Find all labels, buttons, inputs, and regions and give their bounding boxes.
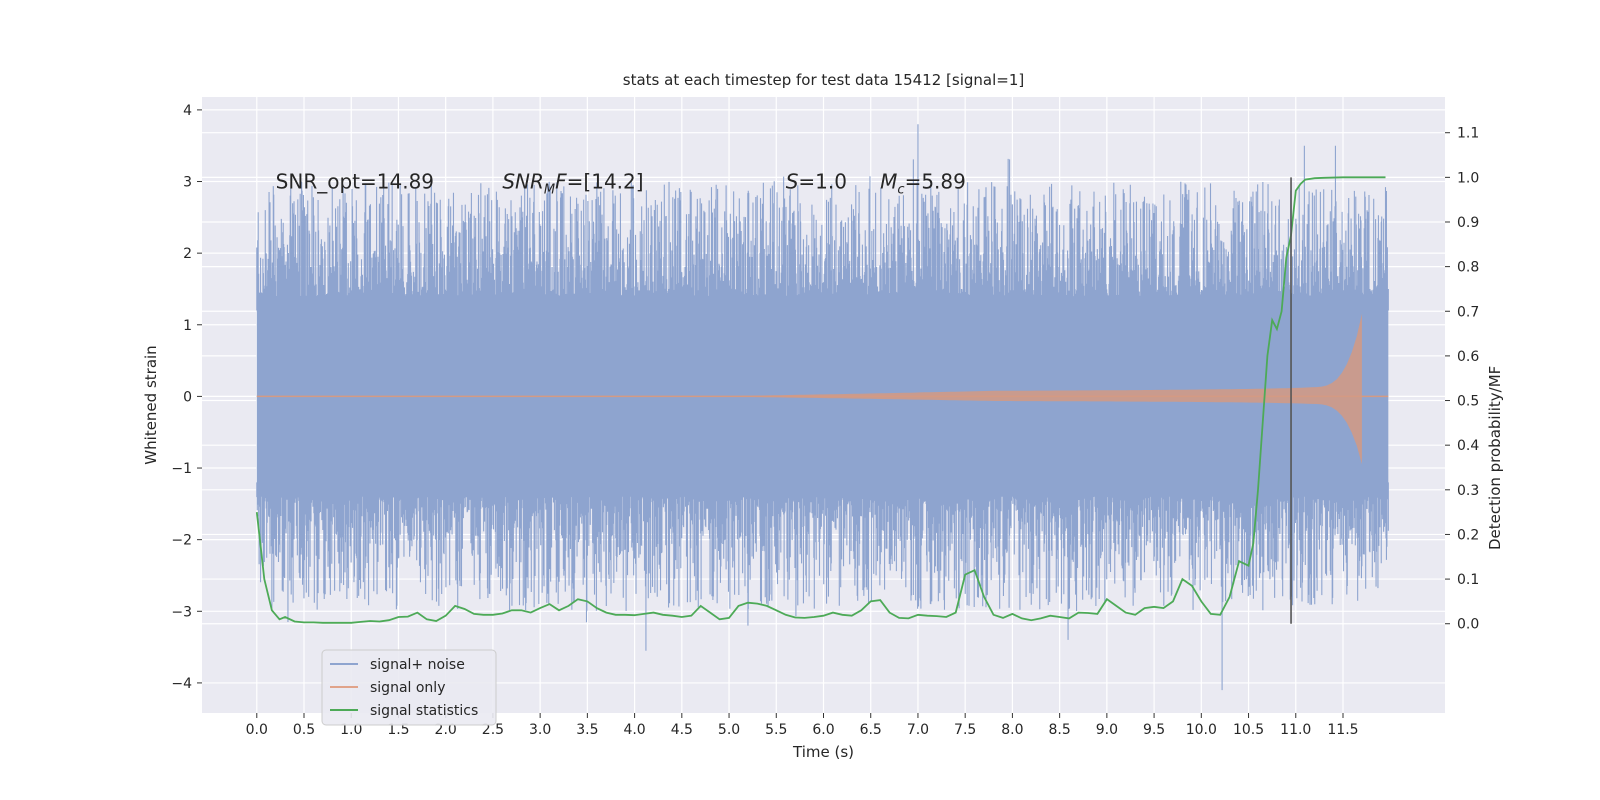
yr-tick-label-4: 0.4	[1457, 438, 1479, 454]
legend-box	[321, 649, 497, 726]
y-tick-label-6: 2	[183, 246, 192, 262]
legend-label-1: signal only	[370, 680, 445, 696]
y-tick-label-5: 1	[183, 318, 192, 334]
noise-spikes	[256, 124, 1389, 691]
y-tick-label-7: 3	[183, 175, 192, 191]
y-axis-right-label: Detection probability/MF	[1486, 366, 1504, 550]
signal-only-series	[256, 313, 1389, 465]
x-tick-label-16: 8.0	[1001, 722, 1023, 738]
y-axis-left-ticks: −4 −3 −2 −1 0 1 2 3 4	[171, 103, 202, 692]
yr-tick-label-9: 0.9	[1457, 215, 1479, 231]
yr-tick-label-7: 0.7	[1457, 304, 1479, 320]
legend-label-0: signal+ noise	[370, 657, 465, 673]
annotation-s: S=1.0	[786, 170, 847, 194]
x-tick-label-20: 10.0	[1186, 722, 1217, 738]
noise-spikes-down	[256, 482, 1389, 691]
annotation-snr-mf: SNRMF=[14.2]	[502, 170, 643, 198]
y-axis-right-ticks: 0.0 0.1 0.2 0.3 0.4 0.5 0.6 0.7 0.8 0.9 1.0 1.1	[1445, 126, 1479, 633]
x-tick-label-15: 7.5	[954, 722, 976, 738]
x-tick-label-1: 0.5	[293, 722, 315, 738]
annotation-mc: Mc=5.89	[880, 170, 966, 198]
y-tick-label-1: −3	[171, 604, 192, 620]
x-tick-label-6: 3.0	[529, 722, 551, 738]
y-tick-label-3: −1	[171, 461, 192, 477]
annotation-mc-prefix: M	[880, 170, 897, 194]
yr-tick-label-0: 0.0	[1457, 617, 1479, 633]
y-axis-label: Whitened strain	[142, 345, 160, 464]
x-tick-label-8: 4.0	[623, 722, 645, 738]
x-tick-label-2: 1.0	[340, 722, 362, 738]
annotation-snr-mf-prefix: SNR	[502, 170, 544, 194]
x-tick-label-14: 7.0	[907, 722, 929, 738]
signal-statistics-line	[255, 176, 1386, 624]
x-tick-label-0: 0.0	[246, 722, 268, 738]
x-tick-label-5: 2.5	[482, 722, 504, 738]
x-tick-label-4: 2.0	[435, 722, 457, 738]
annotation-snr-opt-text: SNR_opt=14.89	[276, 170, 434, 194]
x-tick-label-22: 11.0	[1280, 722, 1311, 738]
y-tick-label-8: 4	[183, 103, 192, 119]
annotation-snr-mf-rest: =[14.2]	[567, 170, 644, 194]
yr-tick-label-11: 1.1	[1457, 126, 1479, 142]
yr-tick-label-6: 0.6	[1457, 349, 1479, 365]
yr-tick-label-10: 1.0	[1457, 170, 1479, 186]
x-tick-label-17: 8.5	[1048, 722, 1070, 738]
yr-tick-label-1: 0.1	[1457, 572, 1479, 588]
annotation-s-suffix: =1.0	[798, 170, 847, 194]
x-tick-label-3: 1.5	[387, 722, 409, 738]
x-tick-label-23: 11.5	[1327, 722, 1358, 738]
x-tick-label-9: 4.5	[671, 722, 693, 738]
x-tick-label-7: 3.5	[576, 722, 598, 738]
yr-tick-label-5: 0.5	[1457, 394, 1479, 410]
x-tick-label-18: 9.0	[1096, 722, 1118, 738]
legend: signal+ noise signal only signal statistic…	[321, 649, 497, 726]
x-tick-label-10: 5.0	[718, 722, 740, 738]
y-tick-label-0: −4	[171, 676, 192, 692]
y-tick-label-4: 0	[183, 389, 192, 405]
x-axis-ticks: 0.0 0.5 1.0 1.5 2.0 2.5 3.0 3.5 4.0 4.5 5.0 5.5 6.0 6…	[246, 713, 1359, 738]
legend-entries: signal+ noise signal only signal statistic…	[330, 657, 478, 719]
annotation-mc-suffix: =5.89	[905, 170, 966, 194]
x-axis-label: Time (s)	[792, 743, 854, 761]
annotation-snr-opt: SNR_opt=14.89	[276, 170, 434, 194]
legend-label-2: signal statistics	[370, 703, 478, 719]
yr-tick-label-3: 0.3	[1457, 483, 1479, 499]
chart-title: stats at each timestep for test data 154…	[623, 71, 1024, 89]
noise-spikes-up	[256, 124, 1389, 311]
x-tick-label-21: 10.5	[1233, 722, 1264, 738]
annotation-s-prefix: S	[786, 170, 799, 194]
annotation-snr-mf-sub: M	[544, 183, 555, 198]
x-tick-label-11: 5.5	[765, 722, 787, 738]
y-tick-label-2: −2	[171, 533, 192, 549]
annotation-snr-mf-f: F	[555, 170, 567, 194]
x-tick-label-13: 6.5	[860, 722, 882, 738]
x-tick-label-12: 6.0	[812, 722, 834, 738]
annotation-mc-sub: c	[897, 183, 904, 198]
annotations: SNR_opt=14.89 SNRMF=[14.2] S=1.0 Mc=5.89	[276, 170, 966, 198]
yr-tick-label-2: 0.2	[1457, 527, 1479, 543]
x-tick-label-19: 9.5	[1143, 722, 1165, 738]
yr-tick-label-8: 0.8	[1457, 260, 1479, 276]
